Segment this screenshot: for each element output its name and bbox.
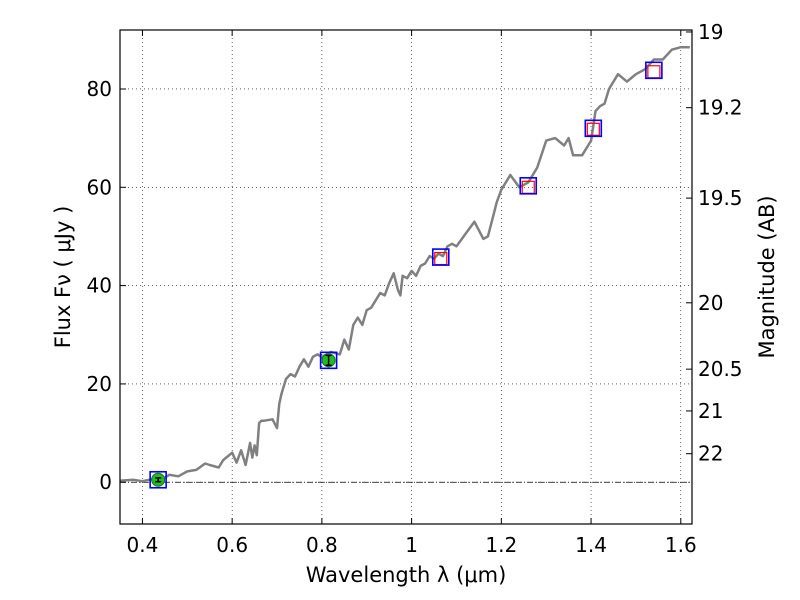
right-tick-label: 19.5 [698, 186, 743, 210]
detected-series [151, 353, 336, 487]
x-tick-label: 1.2 [485, 533, 517, 557]
model-point [149, 470, 167, 489]
x-tick-label: 1.4 [575, 533, 607, 557]
model-point [519, 177, 538, 195]
right-tick-label: 21 [698, 399, 723, 423]
right-tick-label: 19 [698, 20, 723, 44]
right-axis-label: Magnitude (AB) [755, 195, 779, 358]
model-point [584, 119, 603, 138]
x-axis-label: Wavelength λ (μm) [306, 563, 507, 587]
right-tick-label: 20.5 [698, 357, 743, 381]
x-axis: 0.4 0.6 0.8 1 1.2 1.4 1.6 [127, 30, 697, 557]
right-tick-label: 20 [698, 291, 723, 315]
right-tick-label: 22 [698, 442, 723, 466]
x-tick-label: 1.6 [665, 533, 697, 557]
y-tick-label: 80 [87, 77, 112, 101]
x-tick-label: 0.8 [306, 533, 338, 557]
x-tick-label: 0.4 [127, 533, 159, 557]
y-tick-label: 40 [87, 274, 112, 298]
model-point [645, 61, 663, 80]
observed-point [586, 122, 600, 136]
model-point [431, 248, 450, 266]
y-tick-label: 0 [99, 470, 112, 494]
x-tick-label: 0.6 [216, 533, 248, 557]
y-tick-label: 60 [87, 175, 112, 199]
plot-frame [119, 29, 693, 525]
right-tick-label: 19.2 [698, 96, 743, 120]
y-tick-label: 20 [87, 372, 112, 396]
y-axis: 0 20 40 60 80 [87, 77, 126, 494]
model-point [319, 351, 338, 370]
sed-series [119, 45, 690, 483]
right-magnitude-axis: 19 19.2 19.5 20 20.5 21 22 [686, 20, 743, 466]
model-series [149, 61, 663, 489]
x-tick-label: 1 [405, 533, 418, 557]
y-axis-label: Flux Fν ( μJy ) [51, 206, 75, 349]
sed-line [119, 45, 690, 483]
